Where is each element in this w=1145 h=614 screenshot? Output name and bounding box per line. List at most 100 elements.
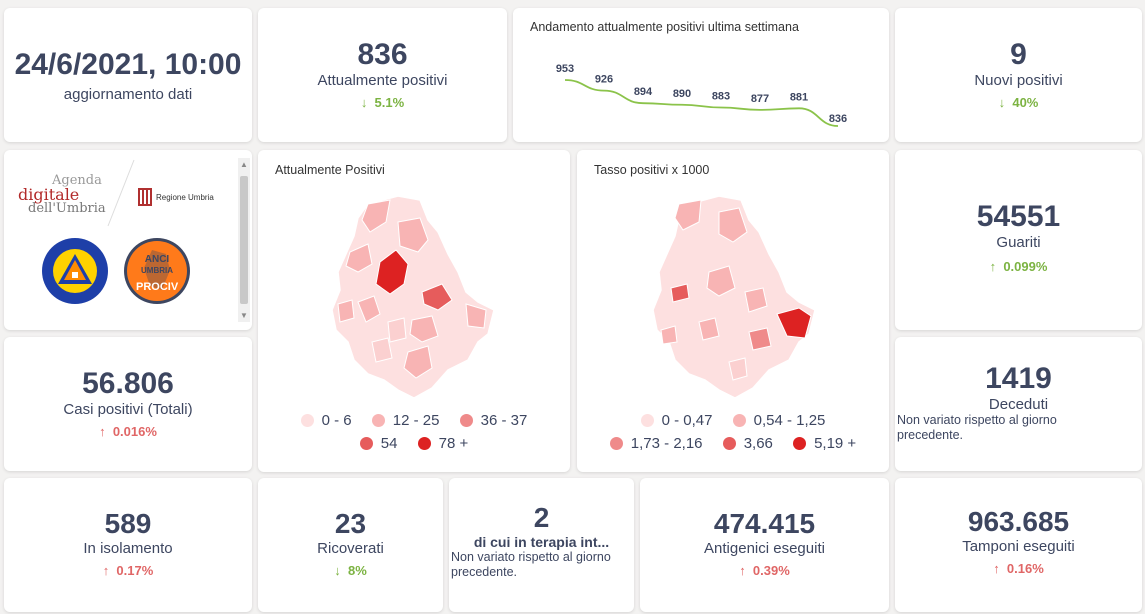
trend-data-label: 883 xyxy=(712,91,730,103)
casi-delta-value: 0.016% xyxy=(112,424,157,439)
logos-card: Agenda digitale dell'Umbria Regione Umbr… xyxy=(4,150,252,330)
legend-label: 5,19 + xyxy=(814,435,857,452)
logos-scrollbar[interactable]: ▲ ▼ xyxy=(238,158,250,322)
legend-label: 1,73 - 2,16 xyxy=(630,435,703,452)
arrow-up-icon: ↑ xyxy=(993,561,1000,576)
legend-item: 0 - 6 xyxy=(300,412,352,429)
map1-card: Attualmente Positivi 0 - 6 12 - 25 36 - … xyxy=(258,150,570,472)
casi-label: Casi positivi (Totali) xyxy=(63,401,193,418)
attuali-delta-value: 5.1% xyxy=(374,95,405,110)
nuovi-label: Nuovi positivi xyxy=(974,72,1063,89)
arrow-up-icon: ↑ xyxy=(739,563,746,578)
regione-emblem-icon xyxy=(138,188,152,206)
update-datetime: 24/6/2021, 10:00 xyxy=(14,48,242,81)
legend-dot xyxy=(459,414,473,427)
anci-mid: UMBRIA xyxy=(141,266,173,275)
deceduti-card: 1419 Deceduti Non variato rispetto al gi… xyxy=(895,337,1142,471)
nuovi-delta-value: 40% xyxy=(1012,95,1039,110)
trend-data-label: 881 xyxy=(790,91,808,103)
terapia-card: 2 di cui in terapia int... Non variato r… xyxy=(449,478,634,612)
legend-item: 5,19 + xyxy=(793,435,856,452)
trend-data-label: 894 xyxy=(634,86,653,98)
legend-label: 0,54 - 1,25 xyxy=(753,412,826,429)
tamponi-value: 963.685 xyxy=(967,506,1070,537)
arrow-down-icon: ↓ xyxy=(360,95,368,110)
antigenici-label: Antigenici eseguiti xyxy=(704,540,825,557)
trend-card: Andamento attualmente positivi ultima se… xyxy=(513,8,889,142)
legend-item: 78 + xyxy=(417,435,469,452)
trend-data-label: 836 xyxy=(829,113,847,125)
isolamento-delta: ↑ 0.17% xyxy=(4,563,252,578)
isolamento-value: 589 xyxy=(104,508,152,539)
nuovi-value: 9 xyxy=(1010,38,1027,71)
legend-label: 36 - 37 xyxy=(480,412,528,429)
tamponi-delta-value: 0.16% xyxy=(1006,561,1044,576)
legend-item: 54 xyxy=(359,435,398,452)
map1-title: Attualmente Positivi xyxy=(275,163,385,177)
map2-card: Tasso positivi x 1000 0 - 0,47 0,54 - 1,… xyxy=(577,150,889,472)
scroll-thumb[interactable] xyxy=(240,176,248,304)
map2-legend: 0 - 0,47 0,54 - 1,25 1,73 - 2,16 3,66 5,… xyxy=(577,412,889,454)
trend-data-label: 926 xyxy=(595,74,613,86)
regione-umbria-text: Regione Umbria xyxy=(156,192,214,202)
isolamento-label: In isolamento xyxy=(83,540,173,557)
ricoverati-delta-value: 8% xyxy=(347,563,367,578)
anci-top: ANCI xyxy=(144,254,170,265)
legend-item: 0,54 - 1,25 xyxy=(732,412,826,429)
legend-label: 3,66 xyxy=(743,435,773,452)
antigenici-delta: ↑ 0.39% xyxy=(640,563,889,578)
nuovi-card: 9 Nuovi positivi ↓ 40% xyxy=(895,8,1142,142)
legend-dot xyxy=(417,437,431,450)
legend-item: 0 - 0,47 xyxy=(640,412,713,429)
guariti-delta: ↑ 0.099% xyxy=(895,259,1142,274)
legend-dot xyxy=(300,414,314,427)
guariti-value: 54551 xyxy=(976,200,1061,233)
trend-chart: 953 926 894 890 883 877 881 836 xyxy=(556,63,847,127)
guariti-label: Guariti xyxy=(996,234,1041,251)
agenda-logo: Agenda digitale dell'Umbria xyxy=(18,174,108,216)
antigenici-card: 474.415 Antigenici eseguiti ↑ 0.39% xyxy=(640,478,889,612)
arrow-up-icon: ↑ xyxy=(102,563,110,578)
deceduti-value: 1419 xyxy=(985,362,1052,395)
scroll-up-arrow-icon[interactable]: ▲ xyxy=(240,160,248,169)
arrow-up-icon: ↑ xyxy=(99,424,106,439)
legend-item: 1,73 - 2,16 xyxy=(609,435,703,452)
anci-bottom: PROCIV xyxy=(136,281,179,293)
attuali-card: 836 Attualmente positivi ↓ 5.1% xyxy=(258,8,507,142)
arrow-down-icon: ↓ xyxy=(334,563,341,578)
protezione-civile-logo xyxy=(42,238,108,304)
legend-dot xyxy=(722,437,736,450)
legend-dot xyxy=(640,414,654,427)
legend-dot xyxy=(359,437,373,450)
legend-label: 0 - 0,47 xyxy=(661,412,713,429)
scroll-down-arrow-icon[interactable]: ▼ xyxy=(240,311,248,320)
antigenici-value: 474.415 xyxy=(713,508,816,539)
terapia-label: di cui in terapia int... xyxy=(473,534,610,550)
anci-text: ANCI UMBRIA PROCIV xyxy=(136,254,178,293)
ricoverati-delta: ↓ 8% xyxy=(258,563,443,578)
agenda-line3: dell'Umbria xyxy=(28,201,106,216)
tamponi-delta: ↑ 0.16% xyxy=(895,561,1142,576)
map1-legend: 0 - 6 12 - 25 36 - 37 54 78 + xyxy=(258,412,570,454)
ricoverati-label: Ricoverati xyxy=(317,540,384,557)
trend-data-label: 877 xyxy=(751,93,769,105)
legend-label: 78 + xyxy=(438,435,469,452)
agenda-line2: digitale xyxy=(18,185,80,204)
legend-label: 54 xyxy=(380,435,398,452)
ricoverati-value: 23 xyxy=(334,508,367,539)
guariti-card: 54551 Guariti ↑ 0.099% xyxy=(895,150,1142,330)
legend-item: 36 - 37 xyxy=(459,412,528,429)
trend-data-label: 953 xyxy=(556,63,574,75)
map2-title: Tasso positivi x 1000 xyxy=(594,163,710,177)
agenda-line1: Agenda xyxy=(52,173,102,188)
trend-title: Andamento attualmente positivi ultima se… xyxy=(530,20,799,34)
casi-value: 56.806 xyxy=(82,367,174,400)
terapia-value: 2 xyxy=(533,502,550,533)
ricoverati-card: 23 Ricoverati ↓ 8% xyxy=(258,478,443,612)
legend-item: 12 - 25 xyxy=(371,412,440,429)
update-label: aggiornamento dati xyxy=(63,86,193,103)
legend-dot xyxy=(371,414,385,427)
attuali-label: Attualmente positivi xyxy=(317,72,448,89)
legend-dot xyxy=(732,414,746,427)
isolamento-card: 589 In isolamento ↑ 0.17% xyxy=(4,478,252,612)
